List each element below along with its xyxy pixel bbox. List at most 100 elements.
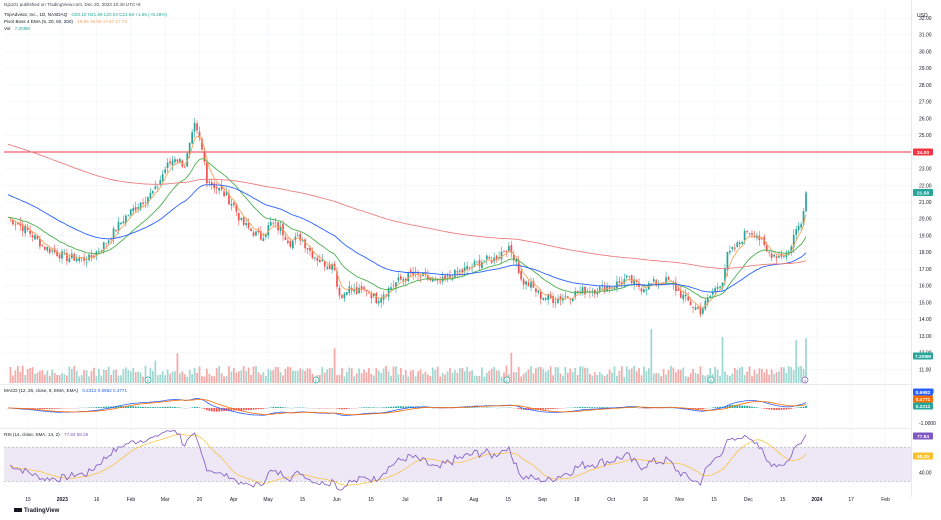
macd-histogram-bar xyxy=(719,406,721,408)
candle xyxy=(311,247,314,260)
candle-body xyxy=(471,266,473,268)
volume-bar xyxy=(640,375,643,383)
candle xyxy=(800,221,802,231)
candle xyxy=(675,276,677,296)
macd-histogram-bar xyxy=(24,408,27,409)
macd-histogram-bar xyxy=(699,408,702,410)
macd-histogram-bar xyxy=(282,407,284,408)
candle-body xyxy=(778,255,780,258)
volume-bar xyxy=(272,370,275,383)
volume-bar xyxy=(100,375,103,383)
volume-bar xyxy=(554,367,557,383)
candle xyxy=(729,245,731,255)
candle-body xyxy=(233,202,235,205)
candle xyxy=(316,255,319,267)
rsi-bands xyxy=(4,446,911,482)
price-tick-label: 25.00 xyxy=(919,133,932,139)
candle xyxy=(93,253,95,260)
volume-legend[interactable]: Vol 7.209M xyxy=(4,26,30,31)
candle-body xyxy=(726,251,729,271)
symbol-legend[interactable]: TripAdvisor, Inc., 1D, NASDAQ O20.10 H21… xyxy=(4,12,167,17)
tradingview-brand[interactable]: TradingView xyxy=(14,508,59,514)
volume-bar xyxy=(43,374,46,383)
macd-histogram-bar xyxy=(230,408,233,411)
candle-body xyxy=(770,253,773,258)
candle-body xyxy=(363,287,365,289)
candle-body xyxy=(326,266,329,269)
candle-body xyxy=(564,296,567,298)
resistance-badge-text: 24.00 xyxy=(917,150,929,156)
macd-histogram-bar xyxy=(296,407,299,408)
volume-bar xyxy=(490,368,493,383)
event-markers[interactable]: E E E E 4 xyxy=(144,376,809,384)
macd-histogram-bar xyxy=(517,408,520,409)
volume-bar xyxy=(763,372,766,383)
volume-bar xyxy=(159,374,162,383)
candle-body xyxy=(697,307,699,309)
volume-bar xyxy=(80,375,83,383)
macd-histogram-bar xyxy=(56,408,58,409)
candle xyxy=(380,294,383,308)
rsi-legend[interactable]: RSI (14, close, SMA, 14, 2) 77.84 58.25 xyxy=(4,432,88,437)
candle xyxy=(97,247,100,254)
candle-body xyxy=(93,255,95,257)
volume-bar xyxy=(321,367,324,383)
time-axis[interactable]: 15 2023 16 Feb Mar 20 Apr May 15 Jun 15 Jul 18 Aug 15 S… xyxy=(25,497,890,503)
candle-body xyxy=(628,276,631,278)
volume-bar xyxy=(95,376,98,383)
candle-body xyxy=(505,251,508,252)
volume-bar xyxy=(591,375,594,383)
candle xyxy=(142,198,144,208)
candle-body xyxy=(699,306,702,315)
volume-bar xyxy=(75,370,78,383)
macd-histogram-bar xyxy=(58,408,61,409)
candle xyxy=(694,303,697,311)
volume-bar xyxy=(738,367,741,383)
price-tick-label: 14.00 xyxy=(919,317,932,323)
volume-bar xyxy=(679,369,682,383)
candle xyxy=(758,230,761,246)
macd-histogram-bar xyxy=(783,408,785,410)
candle-body xyxy=(299,233,302,241)
volume-bar xyxy=(667,369,670,383)
candle-body xyxy=(640,288,643,292)
candle xyxy=(134,201,137,213)
candle-body xyxy=(311,251,314,259)
candle xyxy=(46,246,49,253)
candle xyxy=(716,282,719,292)
candle-body xyxy=(115,230,117,232)
candle-body xyxy=(655,280,658,285)
volume-bar xyxy=(73,365,76,383)
time-tick-label: 15 xyxy=(25,497,31,503)
price-tick-label: 32.00 xyxy=(919,16,932,22)
macd-histogram-bar xyxy=(790,408,793,409)
candle-body xyxy=(797,225,800,231)
pivot-legend[interactable]: Pivot Boss 4 EMA (5, 20, 50, 200) 19.95 … xyxy=(4,19,127,24)
candle-body xyxy=(765,245,768,252)
candle-body xyxy=(741,241,744,244)
candle-body xyxy=(490,260,493,263)
candle-body xyxy=(377,301,380,304)
candle-body xyxy=(625,275,628,278)
volume-bar xyxy=(638,368,640,383)
candle xyxy=(291,239,294,250)
candle-body xyxy=(495,255,498,260)
volume-bar xyxy=(237,371,240,383)
volume-bar xyxy=(291,370,294,383)
volume-bar xyxy=(655,373,658,383)
candle-body xyxy=(102,242,105,251)
candle xyxy=(137,203,139,213)
macd-histogram-bar xyxy=(164,406,167,408)
candle xyxy=(154,180,157,190)
candle-body xyxy=(760,238,763,240)
volume-bar xyxy=(223,376,225,383)
candle xyxy=(751,230,753,239)
macd-legend[interactable]: MACD (12, 26, close, 9, EMA, EMA) 0.2312… xyxy=(4,388,127,393)
candle xyxy=(372,293,375,299)
candle xyxy=(287,237,289,245)
volume-bar xyxy=(773,374,775,383)
candle-body xyxy=(488,257,491,259)
candlesticks[interactable] xyxy=(9,118,807,318)
candle-body xyxy=(58,254,61,259)
